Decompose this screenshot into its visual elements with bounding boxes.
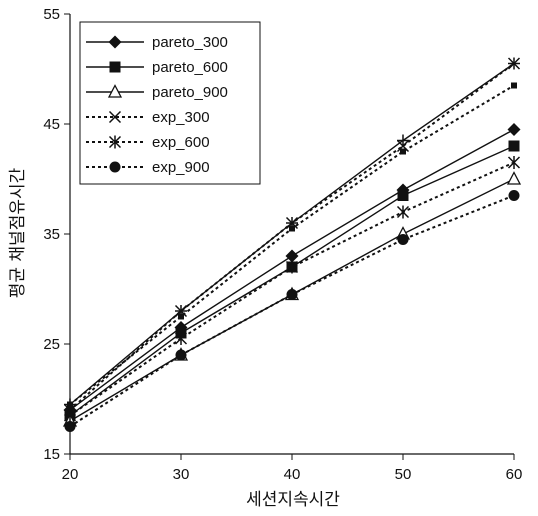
data-point	[511, 82, 517, 89]
legend: pareto_300 pareto_600 pareto_900 exp_300exp…	[79, 21, 261, 185]
data-point	[397, 234, 409, 245]
data-point	[396, 205, 410, 219]
x-tick-label: 40	[284, 466, 301, 483]
data-point	[174, 304, 188, 318]
legend-marker	[109, 61, 121, 73]
data-point	[508, 190, 520, 201]
series-line	[69, 145, 515, 417]
series-line	[69, 161, 515, 417]
y-tick-label: 25	[43, 336, 60, 353]
y-tick-label: 55	[43, 6, 60, 23]
data-point	[286, 289, 298, 300]
data-point	[507, 156, 521, 169]
series-layer	[62, 57, 522, 432]
data-point	[507, 123, 521, 136]
data-point	[506, 171, 522, 185]
data-point	[175, 349, 187, 361]
y-tick-label: 15	[43, 446, 60, 463]
legend-label: pareto_300	[152, 34, 228, 51]
legend-entry: pareto_600	[86, 59, 228, 76]
legend-entry: exp_300	[86, 109, 210, 126]
x-tick-label: 60	[506, 466, 523, 483]
x-tick-label: 50	[395, 466, 412, 483]
data-point	[285, 260, 299, 274]
legend-label: exp_300	[152, 109, 210, 126]
data-point	[396, 139, 410, 153]
x-tick-label: 30	[173, 466, 190, 483]
legend-marker	[109, 161, 121, 173]
data-point	[285, 216, 299, 230]
data-point	[174, 332, 188, 345]
legend-marker	[108, 135, 122, 149]
x-axis-label: 세션지속시간	[246, 490, 340, 510]
data-point	[63, 409, 77, 422]
legend-entry: exp_600	[86, 134, 210, 151]
legend-marker	[107, 84, 123, 98]
data-point	[178, 313, 184, 320]
data-point	[285, 249, 299, 263]
legend-label: pareto_600	[152, 59, 228, 76]
legend-marker	[108, 35, 122, 49]
legend-box	[79, 21, 261, 185]
data-point	[397, 190, 409, 201]
y-tick-label: 35	[43, 226, 60, 243]
data-point	[507, 57, 521, 70]
legend-entry: pareto_300	[86, 34, 228, 51]
data-point	[397, 134, 409, 147]
axes: 15 25 35 45 55 20 30 40 50 60	[43, 6, 522, 483]
y-axis-label: 평균 채널점유시간	[8, 167, 28, 298]
data-point	[508, 140, 520, 152]
legend-label: pareto_900	[152, 84, 228, 101]
data-point	[64, 421, 76, 432]
legend-marker	[108, 110, 122, 124]
legend-entry: pareto_900	[86, 84, 228, 101]
y-tick-label: 45	[43, 116, 60, 133]
legend-label: exp_600	[152, 134, 210, 151]
legend-entry: exp_900	[86, 159, 210, 176]
x-tick-label: 20	[62, 466, 79, 483]
data-point	[400, 148, 406, 155]
legend-label: exp_900	[152, 159, 210, 176]
data-point	[289, 225, 295, 232]
series-4	[63, 156, 521, 422]
series-5	[64, 190, 520, 432]
